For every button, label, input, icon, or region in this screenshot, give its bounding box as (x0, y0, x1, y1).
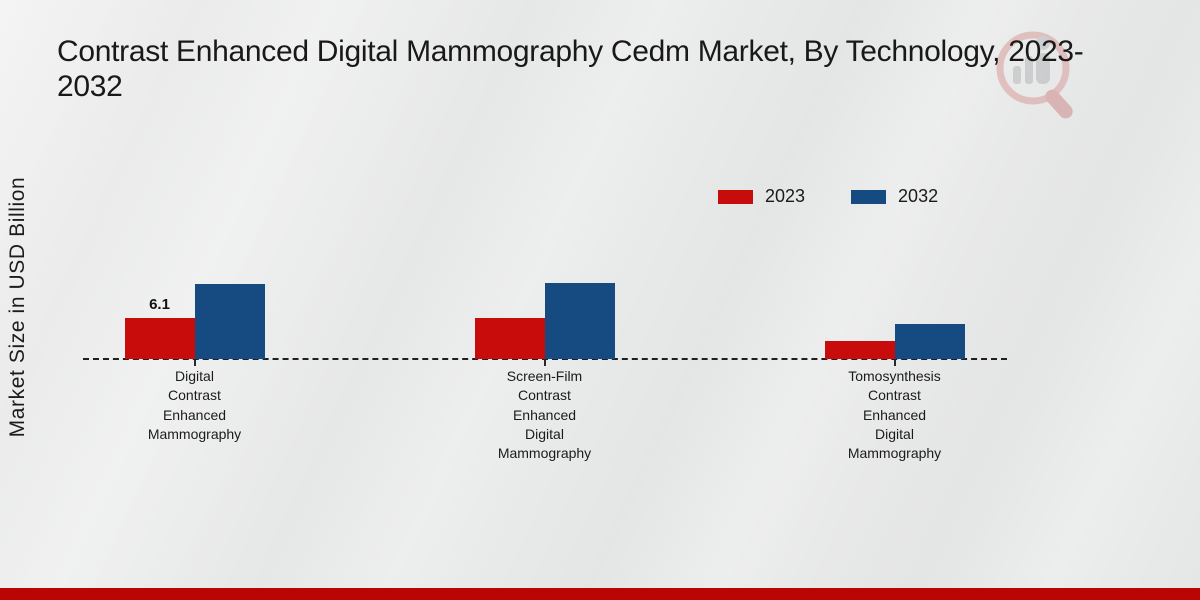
brand-logo-watermark (993, 26, 1085, 129)
legend-label-2023: 2023 (765, 186, 806, 206)
bar-2023-category-0 (124, 318, 195, 359)
y-axis-label: Market Size in USD Billion (6, 176, 29, 438)
x-axis-category-label-line: Digital (875, 425, 914, 442)
bar-chart-glyph (1013, 36, 1050, 84)
x-axis-baseline (83, 358, 1007, 360)
bar-2032-category-0 (194, 284, 265, 359)
x-axis-category-label-line: Enhanced (512, 406, 577, 423)
x-axis-category-label-line: Mammography (497, 445, 592, 462)
magnifier-handle (1045, 89, 1073, 119)
x-axis-category-label-line: Contrast (518, 387, 571, 404)
person-head (1036, 36, 1050, 50)
legend-label-2032: 2032 (898, 186, 939, 206)
footer-accent-bar (0, 588, 1200, 600)
magnifier-bar-chart-icon (996, 31, 1073, 119)
x-axis-category-label-line: Mammography (147, 425, 242, 442)
bar-value-label: 6.1 (149, 296, 170, 313)
bar-2032-category-2 (894, 324, 965, 359)
legend: 2023 2032 (718, 186, 938, 207)
bar-2032-category-1 (544, 283, 615, 359)
chart-title-line-2: 2032 (57, 70, 123, 103)
bar-2023-category-1 (474, 318, 545, 359)
x-axis-category-label: Tomosynthesis Contrast Enhanced Digital Mamm… (775, 367, 1015, 463)
legend-item-2032: 2032 (851, 186, 938, 207)
chart-title: Contrast Enhanced Digital Mammography Ce… (57, 34, 1084, 104)
x-axis-category-label-line: Digital (175, 368, 214, 384)
magnifier-lens (996, 31, 1073, 119)
x-axis-category-label-line: Tomosynthesis (848, 368, 941, 384)
x-axis-category-label-line: Contrast (168, 387, 221, 404)
chart-title-line-1: Contrast Enhanced Digital Mammography Ce… (57, 35, 1084, 68)
bar-2023-category-2 (824, 341, 895, 359)
x-axis-tick (193, 360, 196, 366)
x-axis-category-label-line: Mammography (847, 445, 942, 462)
x-axis-category-label: Digital Contrast Enhanced Mammography (75, 367, 315, 444)
x-axis-category-label-line: Digital (525, 425, 564, 442)
legend-swatch-2032 (851, 189, 887, 204)
x-axis-category-label-line: Enhanced (162, 406, 227, 423)
x-axis-category-label-line: Enhanced (862, 406, 927, 423)
legend-swatch-2023 (718, 189, 753, 204)
legend-item-2023: 2023 (718, 186, 805, 207)
person-body (1036, 53, 1050, 84)
x-axis-category-label: Screen-Film Contrast Enhanced Digital Mammog… (425, 367, 665, 463)
x-axis-tick (543, 360, 546, 366)
x-axis-category-label-line: Contrast (868, 387, 921, 404)
x-axis-tick (893, 360, 896, 366)
x-axis-category-label-line: Screen-Film (506, 368, 583, 384)
